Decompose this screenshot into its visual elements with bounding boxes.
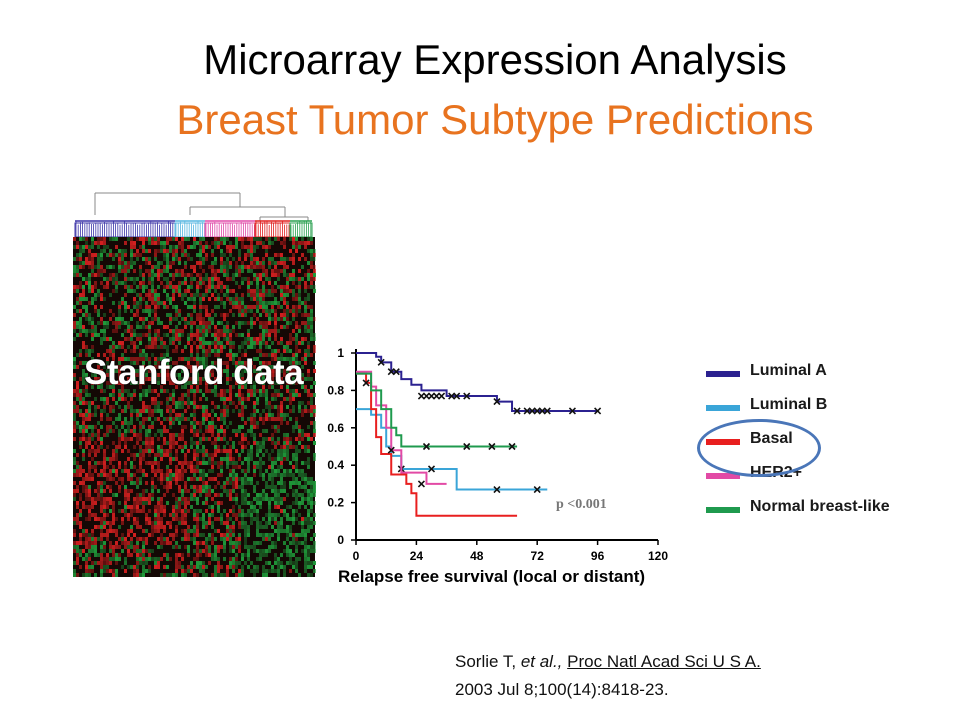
basal-highlight-ring [697, 419, 821, 477]
x-axis-label: Relapse free survival (local or distant) [338, 567, 645, 586]
legend-swatch [706, 405, 740, 411]
censor-mark-luminal-a [594, 407, 602, 415]
y-tick-label: 0.8 [327, 383, 344, 397]
censor-mark-her2 [387, 446, 395, 454]
cluster-bar [174, 220, 206, 238]
legend-label: Luminal B [750, 396, 828, 413]
citation-line-1: Sorlie T, et al., Proc Natl Acad Sci U S… [455, 648, 761, 676]
censor-mark-her2 [417, 480, 425, 488]
legend-label: Normal breast-like [750, 498, 890, 515]
x-tick-label: 24 [410, 549, 424, 563]
censor-mark-luminal-a [377, 358, 385, 366]
cluster-bar [254, 220, 291, 238]
censor-mark-luminal-a [513, 407, 521, 415]
dendrogram [94, 192, 309, 221]
cluster-bar [74, 220, 176, 238]
censor-mark-luminal-a [453, 392, 461, 400]
citation: Sorlie T, et al., Proc Natl Acad Sci U S… [455, 648, 761, 704]
p-value-annotation: p <0.001 [556, 497, 607, 512]
censor-mark-luminal-a [392, 368, 400, 376]
y-tick-label: 0.4 [327, 458, 344, 472]
censor-mark-normal-breast-like [463, 442, 471, 451]
heatmap-figure: Stanford data [70, 185, 318, 577]
legend-swatch [706, 371, 740, 377]
censor-mark-luminal-b [427, 465, 436, 473]
censor-mark-normal-breast-like [422, 442, 431, 451]
y-tick-label: 0.2 [327, 496, 344, 510]
censor-mark-luminal-b [493, 485, 501, 494]
x-tick-label: 48 [470, 549, 484, 563]
y-tick-label: 1 [337, 346, 344, 360]
x-tick-label: 96 [591, 549, 605, 563]
slide-title: Microarray Expression Analysis [203, 36, 787, 83]
citation-line-2: 2003 Jul 8;100(14):8418-23. [455, 680, 669, 699]
censor-mark-luminal-b [533, 485, 541, 494]
y-tick-label: 0 [337, 533, 344, 547]
x-tick-label: 120 [648, 549, 668, 563]
heatmap-label: Stanford data [84, 353, 304, 392]
cluster-bar [289, 220, 313, 238]
x-tick-label: 0 [353, 549, 360, 563]
x-tick-label: 72 [531, 549, 545, 563]
citation-authors: Sorlie T, [455, 652, 521, 671]
legend-swatch [706, 473, 740, 479]
censor-mark-luminal-a [493, 398, 501, 406]
series-line-luminal-a [356, 352, 598, 412]
heatmap-graphic [73, 192, 316, 577]
citation-journal[interactable]: Proc Natl Acad Sci U S A. [567, 652, 761, 671]
censor-mark-normal-breast-like [488, 442, 496, 451]
censor-mark-luminal-a [543, 407, 551, 415]
legend-swatch [706, 507, 740, 513]
y-tick-label: 0.6 [327, 421, 344, 435]
heatmap-cells [73, 237, 316, 577]
legend-label: Luminal A [750, 362, 827, 379]
censor-mark-normal-breast-like [508, 442, 516, 451]
censor-mark-luminal-a [438, 392, 446, 400]
citation-etal: et al., [520, 652, 563, 671]
series-line-luminal-b [356, 408, 548, 491]
slide-subtitle: Breast Tumor Subtype Predictions [176, 96, 814, 143]
series-line-normal-breast-like [356, 372, 518, 448]
cluster-bar [204, 220, 256, 238]
censor-mark-luminal-a [568, 407, 576, 415]
censor-mark-basal [362, 379, 370, 387]
censor-mark-luminal-a [463, 392, 471, 400]
survival-chart: 0 24 48 72 96 120 0 0.2 0.4 0.6 0.8 1 Relapse free s… [327, 346, 668, 586]
